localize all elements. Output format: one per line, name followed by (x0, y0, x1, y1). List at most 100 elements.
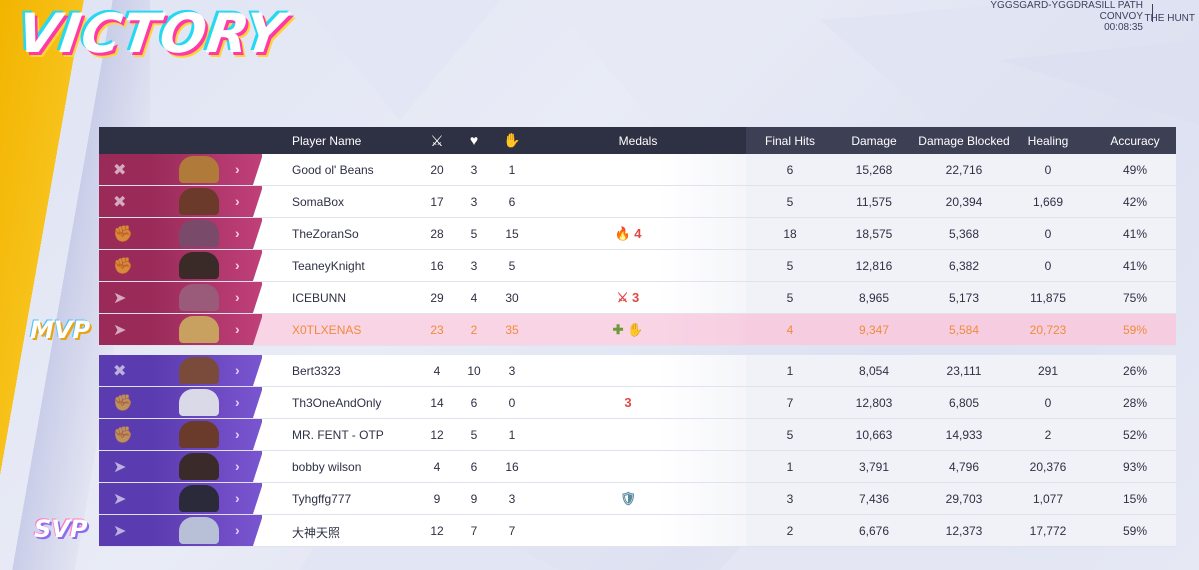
role-tile (99, 218, 151, 249)
kills: 29 (430, 291, 444, 305)
hero-portrait[interactable]: ➤ › (99, 282, 262, 313)
chevron-right-icon: › (235, 490, 240, 506)
role-tile (99, 451, 151, 482)
healing: 0 (1044, 163, 1052, 177)
col-damage-blocked: Damage Blocked (918, 134, 1010, 148)
accuracy: 15% (1122, 492, 1148, 506)
player-row[interactable]: ✊ › TeaneyKnight 16 3 5 5 12,816 6,382 0 41% (99, 250, 1176, 282)
assists: 15 (505, 227, 519, 241)
accuracy: 42% (1122, 195, 1148, 209)
healing: 20,376 (1029, 460, 1067, 474)
damage-blocked: 6,805 (948, 396, 980, 410)
hero-portrait[interactable]: ➤ › (99, 314, 262, 345)
player-name[interactable]: Good ol' Beans (292, 163, 374, 177)
player-row[interactable]: ✖ › SomaBox 17 3 6 5 11,575 20,394 1,669 42% (99, 186, 1176, 218)
assists: 5 (508, 259, 516, 273)
deaths: 10 (467, 364, 481, 378)
assists: 35 (505, 323, 519, 337)
chevron-right-icon: › (235, 289, 240, 305)
player-name[interactable]: bobby wilson (292, 460, 362, 474)
player-name[interactable]: ICEBUNN (292, 291, 347, 305)
hero-portrait[interactable]: ✖ › (99, 355, 262, 386)
role-tile (99, 355, 151, 386)
hero-portrait[interactable]: ✊ › (99, 250, 262, 281)
player-row[interactable]: ➤ › bobby wilson 4 6 16 1 3,791 4,796 20,376 93% (99, 451, 1176, 483)
player-row[interactable]: ➤ › ICEBUNN 29 4 30 ⚔ 3 5 8,965 5,173 11,875 75% (99, 282, 1176, 314)
damage-blocked: 5,173 (948, 291, 980, 305)
role-tile (99, 250, 151, 281)
hero-avatar (179, 357, 219, 384)
damage: 12,803 (855, 396, 893, 410)
role-tile (99, 186, 151, 217)
deaths: 4 (470, 291, 478, 305)
final-hits: 2 (786, 524, 794, 538)
player-row[interactable]: ✊ › TheZoranSo 28 5 15 🔥 4 18 18,575 5,368 0 41% (99, 218, 1176, 250)
hero-avatar (179, 284, 219, 311)
player-name[interactable]: 大神天照 (292, 526, 341, 540)
medals: 🛡 (619, 491, 637, 506)
hero-avatar (179, 220, 219, 247)
assists: 6 (508, 195, 516, 209)
player-row[interactable]: ➤ › 大神天照 12 7 7 2 6,676 12,373 17,772 59% (99, 515, 1176, 547)
hero-avatar (179, 389, 219, 416)
hero-portrait[interactable]: ➤ › (99, 515, 262, 546)
role-tile (99, 154, 151, 185)
chevron-right-icon: › (235, 321, 240, 337)
hero-portrait[interactable]: ✖ › (99, 154, 262, 185)
healing: 17,772 (1029, 524, 1067, 538)
victory-title: VICTORY (13, 2, 290, 65)
player-name[interactable]: Th3OneAndOnly (292, 396, 382, 410)
player-name[interactable]: Tyhgffg777 (292, 492, 352, 506)
player-row[interactable]: ✖ › Bert3323 4 10 3 1 8,054 23,111 291 26% (99, 355, 1176, 387)
mode-label: THE HUNT (1144, 13, 1195, 24)
damage-blocked: 6,382 (948, 259, 980, 273)
role-tile (99, 282, 151, 313)
hero-avatar (179, 156, 219, 183)
player-row[interactable]: ➤ › Tyhgffg777 9 9 3 🛡 3 7,436 29,703 1,077 15% (99, 483, 1176, 515)
player-name[interactable]: MR. FENT - OTP (292, 428, 384, 442)
healing: 0 (1044, 259, 1052, 273)
hero-portrait[interactable]: ✊ › (99, 419, 262, 450)
final-hits: 5 (786, 259, 794, 273)
assists: 0 (508, 396, 516, 410)
healing: 0 (1044, 227, 1052, 241)
accuracy: 41% (1122, 259, 1148, 273)
final-hits: 5 (786, 291, 794, 305)
player-name[interactable]: SomaBox (292, 195, 345, 209)
player-name[interactable]: TheZoranSo (292, 227, 359, 241)
medals: 3 (624, 395, 632, 410)
deaths: 6 (470, 396, 478, 410)
strategist-icon: ➤ (113, 459, 127, 476)
deaths: 5 (470, 428, 478, 442)
deaths: 2 (470, 323, 478, 337)
player-row[interactable]: ✊ › Th3OneAndOnly 14 6 0 3 7 12,803 6,805 0 28% (99, 387, 1176, 419)
player-name[interactable]: TeaneyKnight (292, 259, 365, 273)
hero-avatar (179, 517, 219, 544)
hero-portrait[interactable]: ✊ › (99, 387, 262, 418)
damage-blocked: 14,933 (945, 428, 983, 442)
healing: 0 (1044, 396, 1052, 410)
kills-icon: ⚔ (430, 133, 444, 150)
healing: 11,875 (1030, 291, 1066, 305)
player-name[interactable]: X0TLXENAS (292, 323, 362, 337)
hero-portrait[interactable]: ➤ › (99, 451, 262, 482)
assists: 3 (508, 364, 516, 378)
player-row[interactable]: ✖ › Good ol' Beans 20 3 1 6 15,268 22,716 0 49% (99, 154, 1176, 186)
hero-avatar (179, 485, 219, 512)
assists: 3 (508, 492, 516, 506)
player-name[interactable]: Bert3323 (292, 364, 341, 378)
healing: 1,077 (1032, 492, 1064, 506)
hero-portrait[interactable]: ✖ › (99, 186, 262, 217)
hero-portrait[interactable]: ➤ › (99, 483, 262, 514)
damage: 3,791 (858, 460, 890, 474)
medals: ✚ ✋ (612, 322, 644, 337)
player-row[interactable]: ➤ › X0TLXENAS 23 2 35 ✚ ✋ 4 9,347 5,584 20,723 59% (99, 314, 1176, 346)
damage-blocked: 20,394 (945, 195, 983, 209)
role-tile (99, 515, 151, 546)
player-row[interactable]: ✊ › MR. FENT - OTP 12 5 1 5 10,663 14,933 2 52% (99, 419, 1176, 451)
final-hits: 7 (786, 396, 794, 410)
assists: 1 (508, 428, 516, 442)
damage: 8,054 (858, 364, 890, 378)
hero-portrait[interactable]: ✊ › (99, 218, 262, 249)
strategist-icon: ➤ (113, 491, 127, 508)
